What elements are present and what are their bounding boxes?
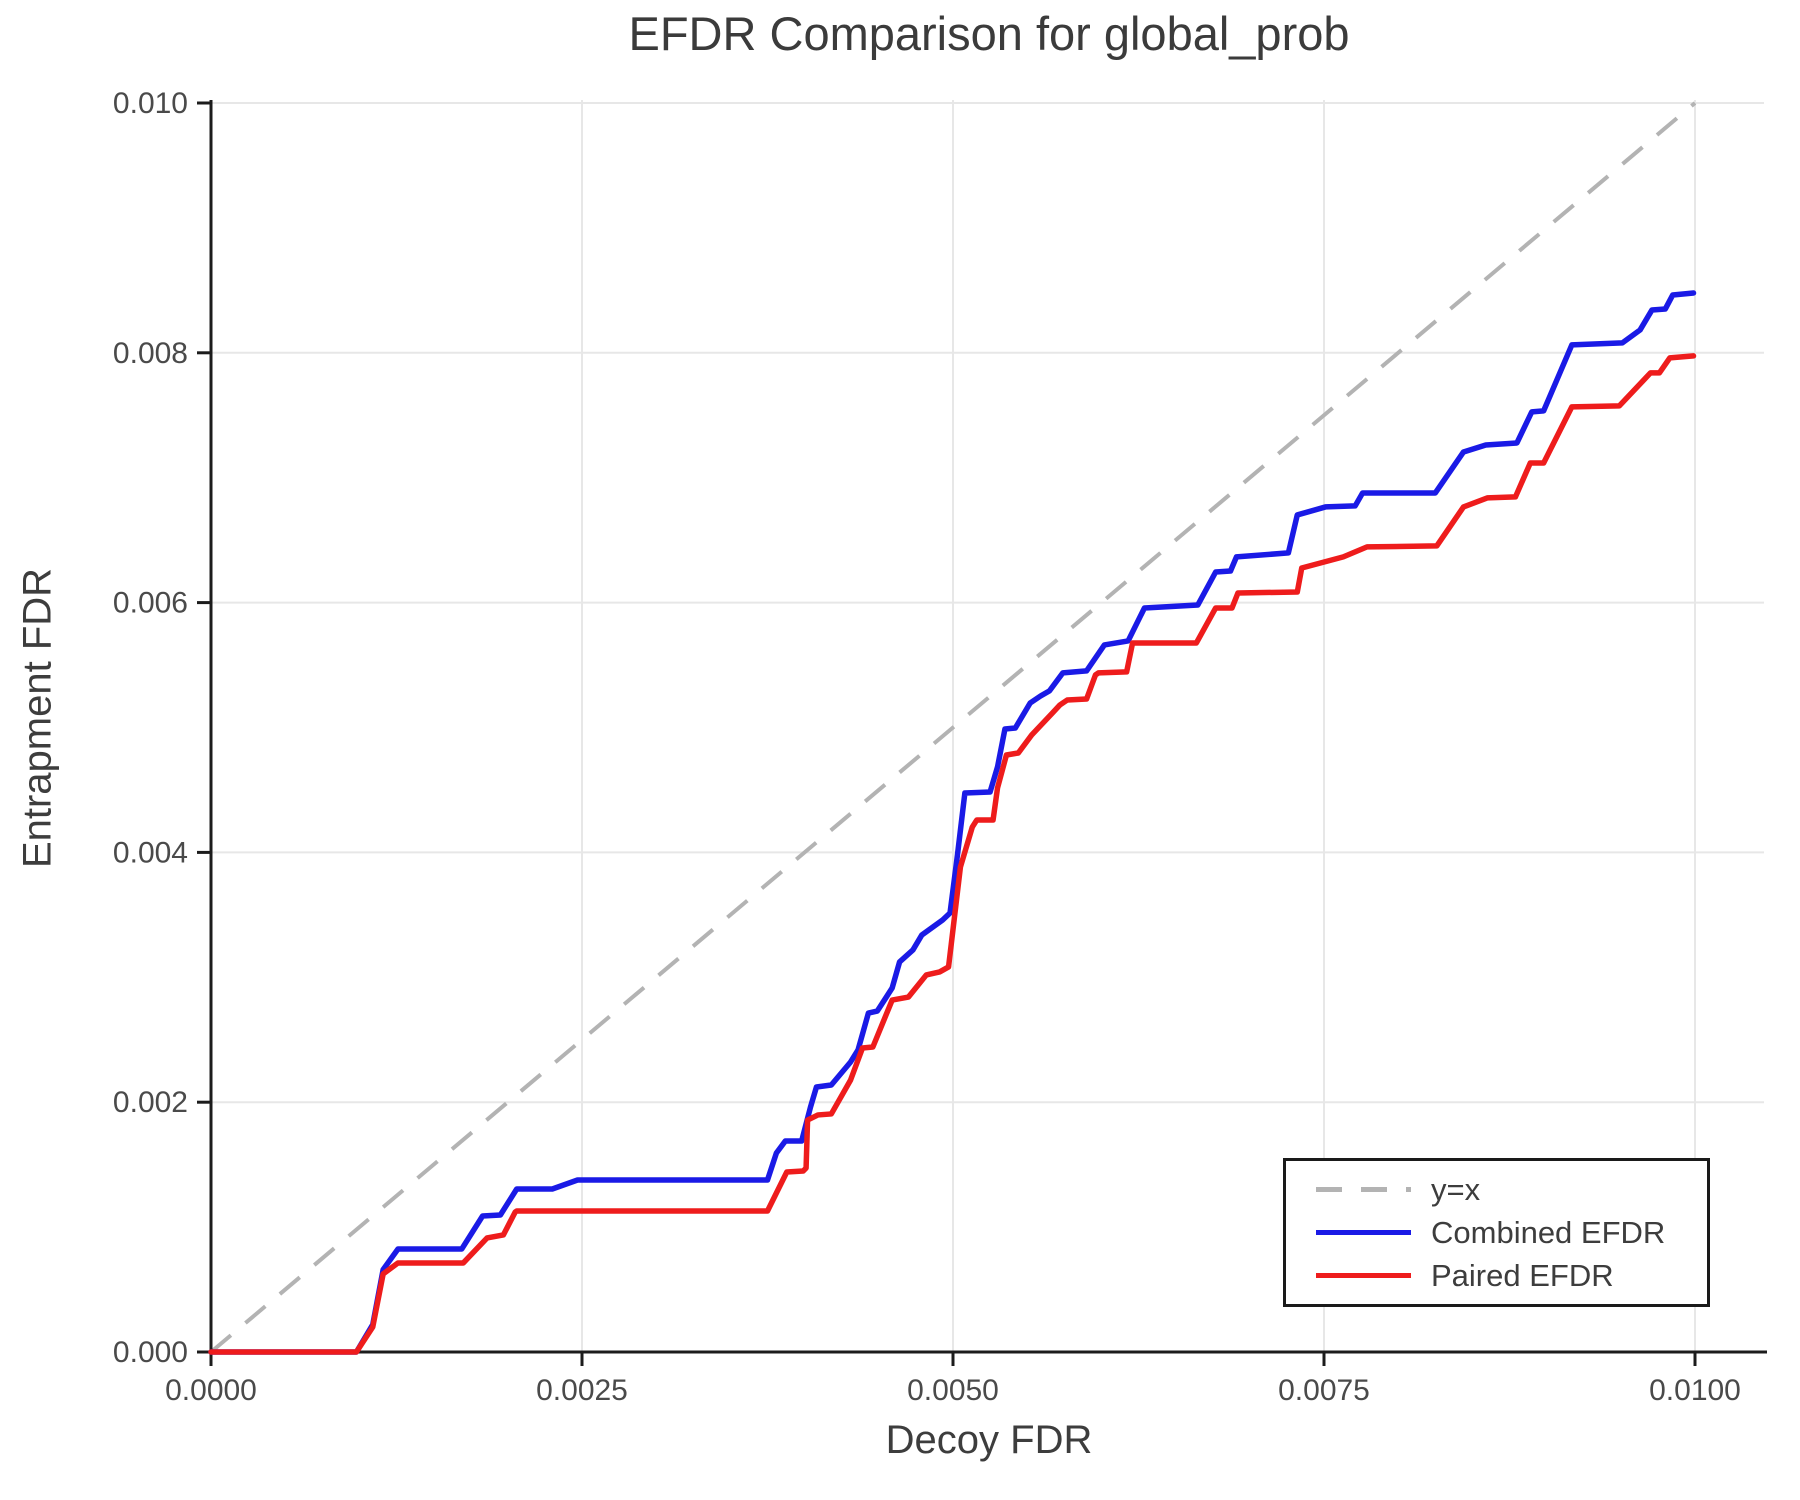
legend-label-paired-efdr: Paired EFDR <box>1431 1258 1614 1293</box>
curve-paired-efdr <box>208 353 1697 1355</box>
x-tick-label-2: 0.0050 <box>907 1374 999 1407</box>
curve-combined-efdr <box>208 290 1697 1355</box>
legend-dashed-line-sample <box>1316 1187 1411 1192</box>
x-axis-label: Decoy FDR <box>885 1418 1093 1462</box>
x-tick-label-3: 0.0075 <box>1278 1374 1370 1407</box>
y-tick-label-1: 0.002 <box>113 1086 188 1119</box>
x-tick-label-1: 0.0025 <box>536 1374 628 1407</box>
y-tick-label-5: 0.010 <box>113 87 188 120</box>
legend-item-yx: y=x <box>1316 1171 1707 1209</box>
legend-blue-line-sample <box>1316 1230 1411 1235</box>
legend: y=x Combined EFDR Paired EFDR <box>1283 1158 1710 1307</box>
legend-label-yx: y=x <box>1431 1172 1481 1207</box>
legend-item-combined-efdr: Combined EFDR <box>1316 1214 1707 1252</box>
y-tick-label-0: 0.000 <box>113 1336 188 1369</box>
legend-red-line-sample <box>1316 1273 1411 1278</box>
y-tick-label-4: 0.008 <box>113 337 188 370</box>
x-tick-label-4: 0.0100 <box>1649 1374 1741 1407</box>
y-tick-label-3: 0.006 <box>113 587 188 620</box>
legend-item-paired-efdr: Paired EFDR <box>1316 1257 1707 1295</box>
x-tick-label-0: 0.0000 <box>165 1374 257 1407</box>
y-tick-label-2: 0.004 <box>113 836 188 869</box>
chart-title: EFDR Comparison for global_prob <box>628 7 1350 60</box>
reference-line-y-equals-x <box>209 101 1697 1354</box>
legend-label-combined-efdr: Combined EFDR <box>1431 1215 1666 1250</box>
